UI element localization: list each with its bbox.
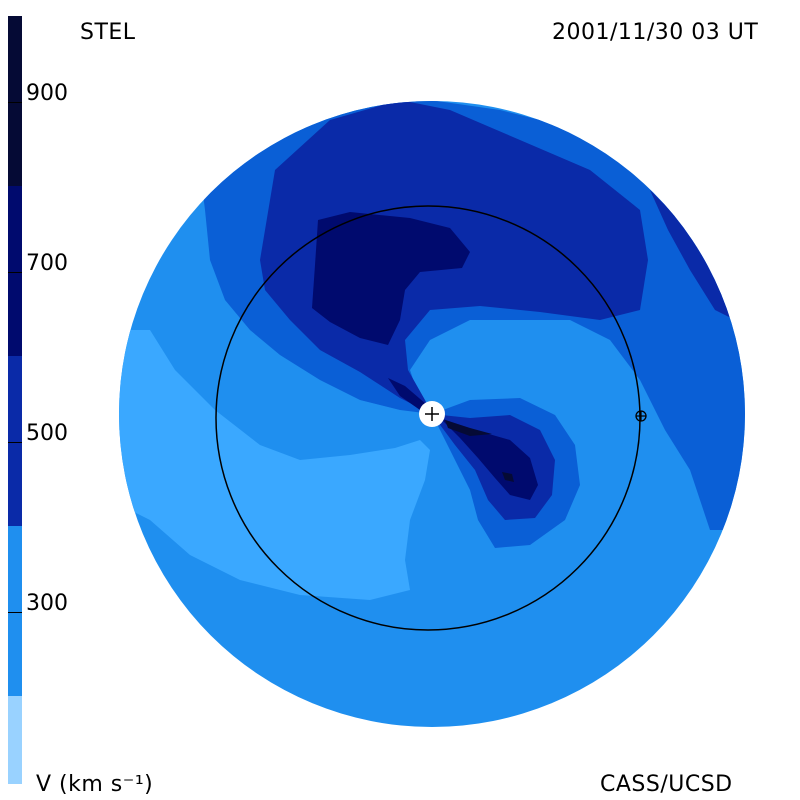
contour-jet-left: [388, 378, 426, 410]
colorbar-label-700: 700: [26, 251, 68, 276]
colorbar-label-900: 900: [26, 81, 68, 106]
credit-label: CASS/UCSD: [600, 772, 733, 797]
colorbar-segment-1: [8, 16, 22, 186]
colorbar-segment-5: [8, 696, 22, 784]
colorbar-tick-500: [8, 442, 22, 443]
colorbar-tick-700: [8, 272, 22, 273]
unit-label: V (km s⁻¹): [36, 772, 154, 797]
colorbar-tick-900: [8, 102, 22, 103]
colorbar-segment-4: [8, 526, 22, 696]
earth-orbit-circle: [215, 205, 641, 631]
contour-faster-upper: [312, 212, 470, 345]
colorbar-tick-300: [8, 612, 22, 613]
colorbar-segment-2: [8, 186, 22, 356]
earth-icon: [635, 410, 647, 422]
colorbar-label-500: 500: [26, 421, 68, 446]
contour-fast-right-edge: [650, 190, 735, 320]
timestamp-label: 2001/11/30 03 UT: [552, 20, 759, 45]
colorbar-segment-3: [8, 356, 22, 526]
velocity-colorbar: [8, 16, 22, 784]
contour-jet-right: [445, 420, 492, 436]
contour-slow-region: [119, 330, 430, 600]
colorbar-label-300: 300: [26, 591, 68, 616]
contour-faster-lower: [440, 418, 538, 500]
instrument-label: STEL: [80, 20, 136, 45]
sun-marker: [419, 401, 445, 427]
contour-jet-small: [502, 472, 514, 482]
